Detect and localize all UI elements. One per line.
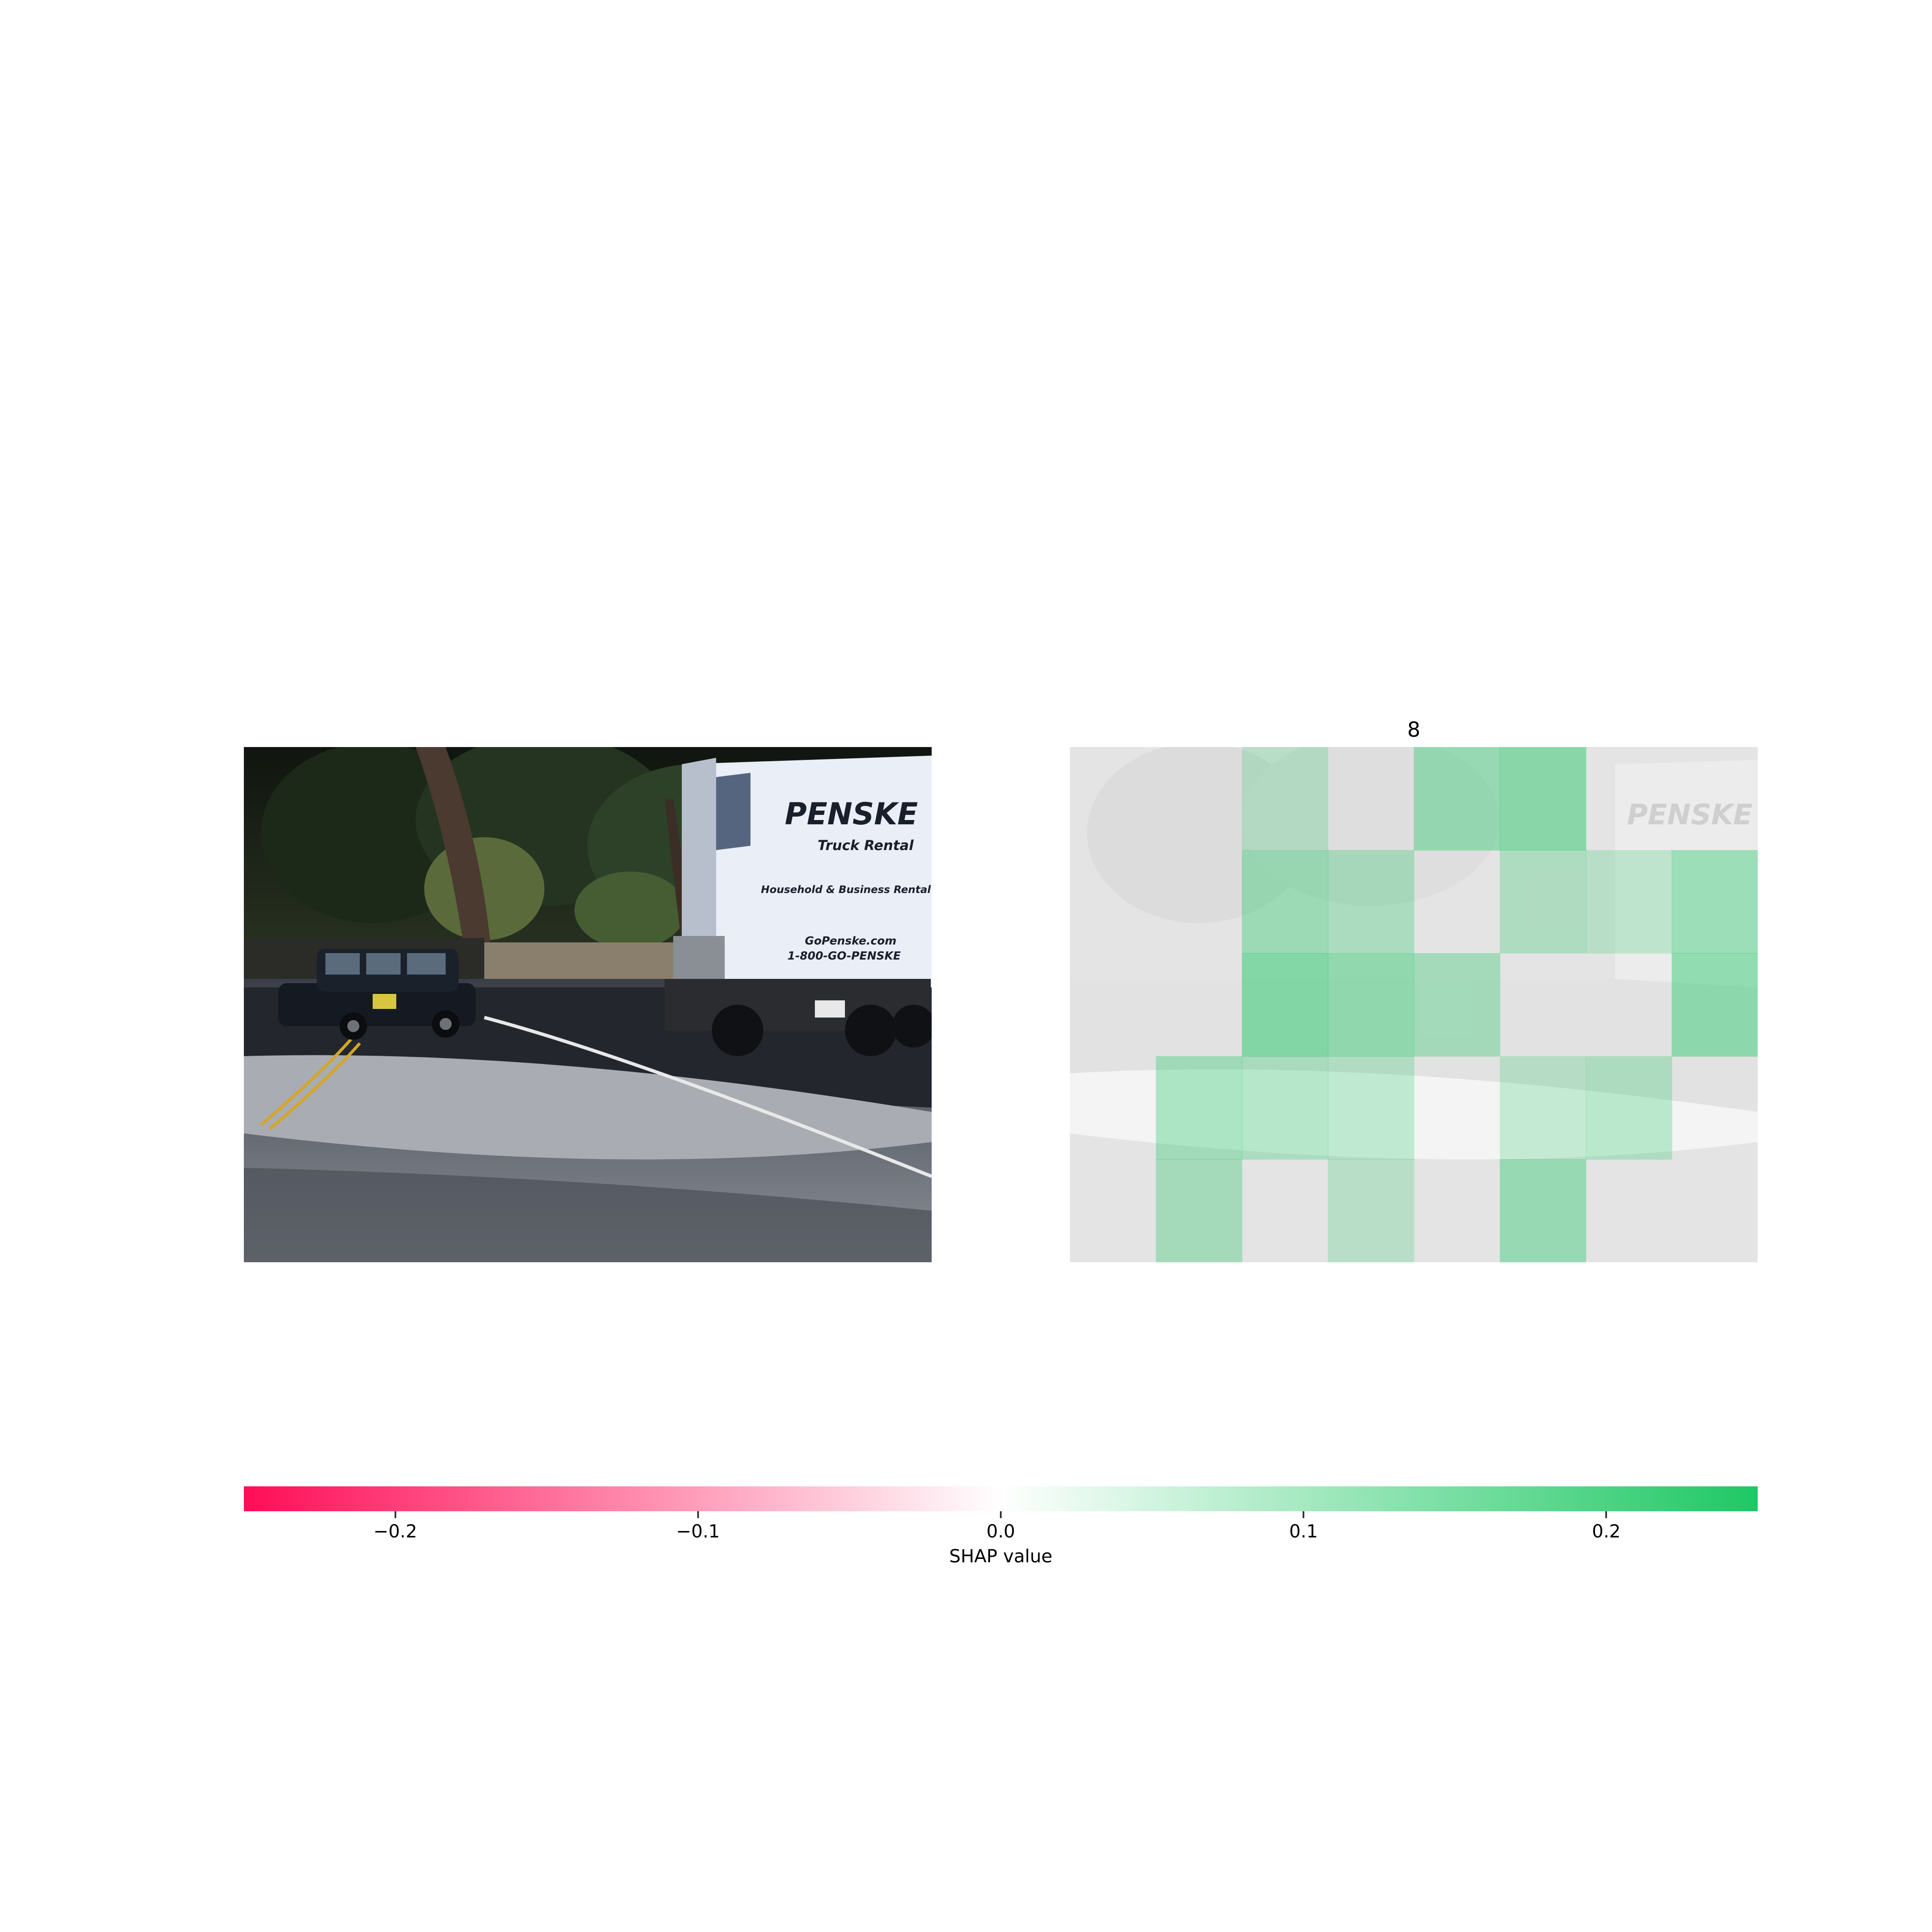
shap-segment <box>1327 1159 1415 1262</box>
shap-segment <box>1414 747 1501 851</box>
colorbar-tick <box>1303 1511 1305 1518</box>
shap-segment <box>1500 1056 1586 1160</box>
shap-segment <box>1500 747 1586 851</box>
colorbar-tick-label: 0.2 <box>1592 1521 1621 1542</box>
input-image: PENSKE Truck Rental Household & Business… <box>244 747 932 1262</box>
shap-segment <box>1500 850 1586 954</box>
shap-segment <box>1156 1159 1242 1262</box>
segments-layer <box>1156 747 1758 1262</box>
shap-segment <box>1671 953 1758 1057</box>
truck: PENSKE Truck Rental Household & Business… <box>665 756 932 1056</box>
car <box>278 949 476 1040</box>
shap-segment <box>1500 1159 1586 1262</box>
shap-segment <box>1586 850 1672 954</box>
shap-overlay-panel: PENSKE <box>1070 747 1758 1262</box>
colorbar-tick-label: −0.2 <box>373 1521 417 1542</box>
colorbar-tick-label: 0.1 <box>1289 1521 1318 1542</box>
colorbar-tick <box>394 1511 396 1518</box>
shap-segment <box>1156 1056 1242 1160</box>
truck-line2-text: Household & Business Rental <box>761 884 931 896</box>
truck-line1-text: Truck Rental <box>817 837 914 854</box>
input-image-panel: PENSKE Truck Rental Household & Business… <box>244 747 932 1262</box>
shap-segment <box>1327 1056 1415 1160</box>
shap-segment <box>1327 953 1415 1057</box>
shap-segment <box>1586 1056 1672 1160</box>
colorbar-tick-label: −0.1 <box>676 1521 720 1542</box>
faded-truck-brand-text: PENSKE <box>1627 798 1753 831</box>
colorbar <box>244 1486 1758 1511</box>
truck-brand-text: PENSKE <box>785 796 918 832</box>
colorbar-tick <box>1605 1511 1607 1518</box>
shap-segment <box>1327 850 1415 954</box>
colorbar-label: SHAP value <box>949 1546 1053 1567</box>
panel-title: 8 <box>1407 718 1421 742</box>
shap-segment <box>1242 850 1328 954</box>
truck-line4-text: 1-800-GO-PENSKE <box>787 950 901 963</box>
shap-segment <box>1671 850 1758 954</box>
shap-segment <box>1242 747 1328 851</box>
colorbar-tick <box>1000 1511 1002 1518</box>
shap-segment <box>1242 953 1328 1057</box>
colorbar-tick-label: 0.0 <box>986 1521 1015 1542</box>
shap-overlay: PENSKE <box>1070 747 1758 1262</box>
colorbar-tick <box>697 1511 699 1518</box>
shap-segment <box>1242 1056 1328 1160</box>
truck-line3-text: GoPenske.com <box>805 935 896 948</box>
shap-segment <box>1414 953 1501 1057</box>
